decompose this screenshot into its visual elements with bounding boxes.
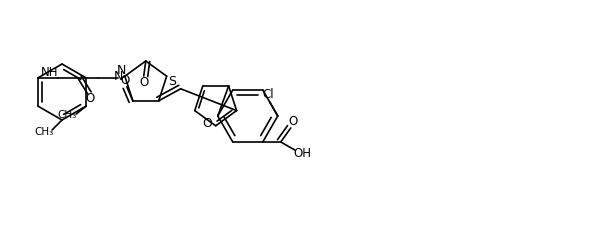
Text: OH: OH <box>294 148 312 161</box>
Text: O: O <box>203 117 212 130</box>
Text: N: N <box>114 70 124 83</box>
Text: S: S <box>167 75 176 88</box>
Text: O: O <box>139 77 148 90</box>
Text: O: O <box>288 115 298 128</box>
Text: CH₃: CH₃ <box>34 127 53 137</box>
Text: O: O <box>120 74 130 87</box>
Text: NH: NH <box>41 66 59 78</box>
Text: Cl: Cl <box>262 88 274 101</box>
Text: N: N <box>117 65 127 78</box>
Text: O: O <box>85 91 94 104</box>
Text: CH₃: CH₃ <box>58 110 77 120</box>
